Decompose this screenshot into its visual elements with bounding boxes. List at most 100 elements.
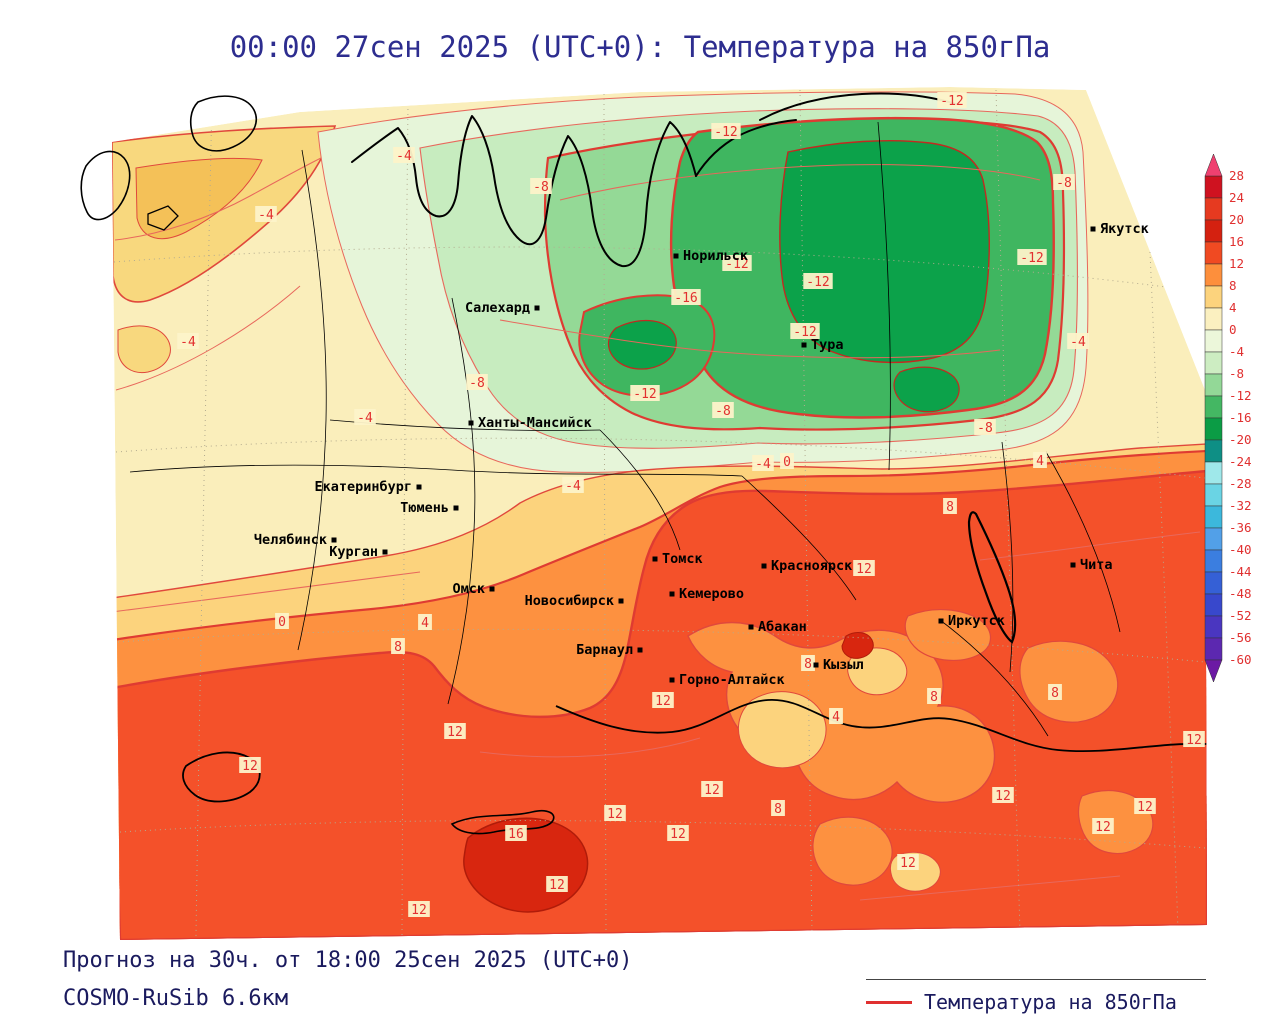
contour-label-bg: [711, 123, 741, 139]
contour-label: -8: [469, 376, 485, 391]
contour-label-bg: [853, 560, 875, 576]
colorbar-arrow-top: [1204, 153, 1223, 177]
city-label: Тура: [811, 337, 844, 353]
colorbar-tick-label: -60: [1229, 652, 1252, 667]
contour-label-bg: [393, 147, 415, 163]
contour-label: -8: [533, 180, 549, 195]
colorbar-tick-label: 24: [1229, 190, 1244, 205]
legend-contour-line-sample: [866, 1000, 912, 1004]
contour-label: 8: [946, 500, 954, 515]
contour-label-bg: [780, 453, 794, 469]
contour-label-bg: [391, 638, 405, 654]
city-marker: [652, 556, 658, 562]
contour-label-bg: [1048, 684, 1062, 700]
contour-label-bg: [667, 825, 689, 841]
contour-label-bg: [927, 688, 941, 704]
contour-label-bg: [505, 825, 527, 841]
colorbar-tick-label: 20: [1229, 212, 1244, 227]
colorbar-segment: [1204, 461, 1223, 485]
contour-label: -8: [1056, 176, 1072, 191]
contour-label: 12: [447, 725, 463, 740]
city-marker: [1090, 226, 1096, 232]
contour-label-bg: [790, 323, 820, 339]
city-label: Салехард: [465, 300, 530, 316]
city-label: Якутск: [1100, 221, 1149, 237]
contour-label-bg: [701, 781, 723, 797]
model-info-text: COSMO-RuSib 6.6км: [63, 986, 289, 1011]
contour-label: 8: [930, 690, 938, 705]
lake-southwest: [182, 751, 261, 803]
colorbar-tick-label: -48: [1229, 586, 1252, 601]
contour-label: 8: [1051, 686, 1059, 701]
contour-label-bg: [354, 409, 376, 425]
city-marker: [618, 598, 624, 604]
colorbar-segment: [1204, 373, 1223, 397]
contour-label: 0: [278, 615, 286, 630]
city-label: Чита: [1080, 557, 1113, 573]
contour-label: -12: [725, 257, 748, 272]
contour-label: 16: [508, 827, 524, 842]
contour-label-bg: [1017, 249, 1047, 265]
contour-label-bg: [177, 333, 199, 349]
colorbar-segment: [1204, 505, 1223, 529]
contour-label-bg: [630, 385, 660, 401]
contour-label: 12: [995, 789, 1011, 804]
colorbar-segment: [1204, 285, 1223, 309]
contour-label: 12: [900, 856, 916, 871]
colorbar-tick-label: -32: [1229, 498, 1252, 513]
contour-label: 8: [804, 657, 812, 672]
contour-label: -12: [714, 125, 737, 140]
contour-label: 12: [1095, 820, 1111, 835]
city-marker: [761, 563, 767, 569]
colorbar-segment: [1204, 263, 1223, 287]
contour-label-bg: [829, 708, 843, 724]
contour-label-bg: [562, 477, 584, 493]
contour-label-bg: [712, 402, 734, 418]
colorbar-tick-label: -40: [1229, 542, 1252, 557]
city-marker: [382, 549, 388, 555]
colorbar-tick-label: -44: [1229, 564, 1252, 579]
colorbar-segment: [1204, 351, 1223, 375]
contour-label: 0: [783, 455, 791, 470]
colorbar-segment: [1204, 549, 1223, 573]
lake-baikal: [967, 511, 1017, 644]
city-marker: [453, 505, 459, 511]
contour-label-bg: [992, 787, 1014, 803]
colorbar-tick-label: -28: [1229, 476, 1252, 491]
arctic-islands: [80, 95, 258, 231]
contour-label: -12: [793, 325, 816, 340]
contour-label: -4: [1070, 335, 1086, 350]
contour-label-bg: [1134, 798, 1156, 814]
contour-label: -4: [755, 457, 771, 472]
contour-label: -4: [565, 479, 581, 494]
colorbar-tick-label: -8: [1229, 366, 1244, 381]
colorbar-segment: [1204, 197, 1223, 221]
contour-label: 4: [832, 710, 840, 725]
contour-label: 4: [1036, 454, 1044, 469]
city-marker: [534, 305, 540, 311]
contour-label: -4: [180, 335, 196, 350]
city-marker: [416, 484, 422, 490]
map-title: 00:00 27сен 2025 (UTC+0): Температура на…: [229, 30, 1051, 64]
colorbar-tick-label: -4: [1229, 344, 1244, 359]
colorbar-segment: [1204, 593, 1223, 617]
contour-label-bg: [897, 854, 919, 870]
legend-label: Температура на 850гПа: [924, 990, 1177, 1014]
contour-label-bg: [546, 876, 568, 892]
contour-label: 12: [242, 759, 258, 774]
city-marker: [669, 677, 675, 683]
city-label: Абакан: [758, 619, 807, 635]
colorbar-arrow-bottom: [1204, 659, 1223, 683]
colorbar-segment: [1204, 439, 1223, 463]
city-marker: [669, 591, 675, 597]
city-marker: [673, 253, 679, 259]
temperature-colorbar: 28 24 20 16 12 8 4 0 -4 -8 -12 -16 -20 -24 -28 -32 -36 -4…: [1204, 153, 1252, 683]
colorbar-segment: [1204, 637, 1223, 661]
colorbar-tick-label: -24: [1229, 454, 1252, 469]
colorbar-tick-label: -12: [1229, 388, 1252, 403]
contour-label: 12: [1137, 800, 1153, 815]
city-marker: [331, 537, 337, 543]
colorbar-segment: [1204, 307, 1223, 331]
contour-label-bg: [466, 374, 488, 390]
